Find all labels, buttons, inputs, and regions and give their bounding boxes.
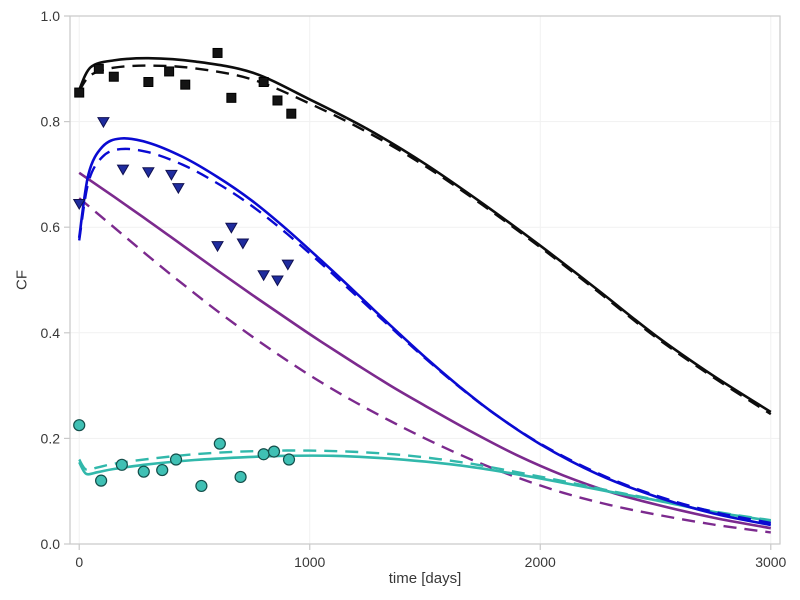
marker-teal-circles [95, 474, 108, 487]
marker-teal-circles [213, 437, 226, 450]
y-tick-label: 0.0 [41, 536, 61, 552]
x-tick-label: 3000 [755, 554, 786, 570]
marker-teal-circles [195, 479, 208, 493]
y-tick-label: 0.8 [41, 114, 61, 130]
marker-blue-triangles [281, 259, 295, 271]
curve-teal-dashed [78, 449, 771, 522]
marker-blue-triangles [165, 169, 178, 181]
y-tick-label: 0.6 [41, 219, 61, 235]
marker-teal-circles [169, 453, 183, 466]
marker-blue-triangles [211, 241, 224, 253]
x-axis-label: time [days] [388, 570, 462, 587]
marker-black-squares [212, 47, 223, 58]
marker-teal-circles [257, 448, 270, 461]
marker-teal-circles [267, 445, 281, 458]
marker-black-squares [180, 79, 191, 90]
y-tick-label: 1.0 [41, 8, 61, 24]
curve-black-solid [78, 56, 772, 414]
marker-blue-triangles [257, 270, 271, 282]
marker-blue-triangles [271, 275, 284, 287]
marker-black-squares [164, 66, 175, 77]
x-tick-label: 1000 [294, 554, 325, 570]
x-tick-label: 0 [75, 554, 83, 570]
marker-blue-triangles [97, 117, 110, 129]
y-axis-label: CF [13, 270, 31, 290]
marker-teal-circles [156, 463, 169, 477]
y-tick-label: 0.2 [41, 430, 61, 446]
marker-blue-triangles [224, 222, 238, 234]
curve-purple-dashed [78, 197, 771, 534]
marker-black-squares [258, 77, 269, 87]
curve-black-dashed [78, 64, 772, 416]
marker-black-squares [286, 108, 297, 119]
marker-black-squares [226, 92, 237, 103]
y-tick-label: 0.4 [41, 325, 61, 341]
marker-blue-triangles [142, 167, 155, 179]
marker-teal-circles [282, 453, 296, 466]
marker-teal-circles [137, 465, 150, 478]
marker-blue-triangles [171, 183, 185, 195]
curve-purple-solid [78, 171, 772, 530]
marker-teal-circles [234, 470, 247, 484]
plot-frame [69, 15, 781, 545]
marker-black-squares [143, 77, 154, 87]
marker-blue-triangles [236, 238, 250, 250]
x-tick-label: 2000 [525, 554, 556, 570]
marker-black-squares [272, 95, 283, 106]
curve-blue-dashed [78, 147, 772, 525]
marker-black-squares [74, 87, 85, 98]
marker-black-squares [108, 71, 119, 82]
marker-teal-circles [73, 419, 86, 432]
marker-blue-triangles [116, 164, 130, 176]
curve-blue-solid [77, 137, 772, 527]
marker-teal-circles [115, 458, 128, 471]
marker-black-squares [93, 63, 104, 74]
marker-blue-triangles [72, 198, 86, 210]
curve-teal-solid [78, 454, 772, 523]
